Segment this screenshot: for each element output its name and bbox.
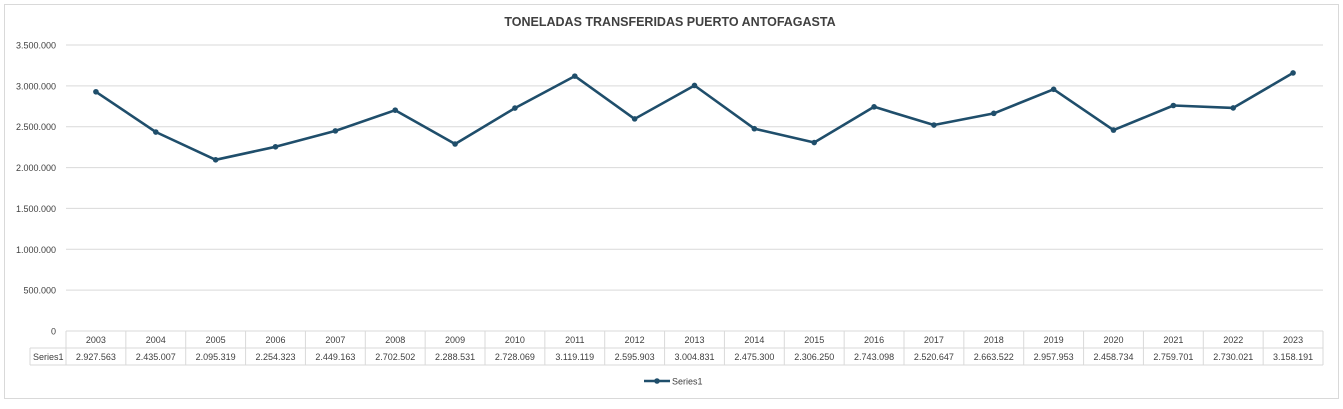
data-point — [512, 105, 518, 111]
data-point — [1110, 127, 1117, 133]
data-point — [93, 88, 99, 95]
table-value-cell: 2.957.953 — [1034, 352, 1074, 362]
table-value-cell: 2.730.021 — [1213, 352, 1253, 362]
data-point — [990, 110, 997, 117]
table-value-cell: 2.595.903 — [615, 352, 655, 362]
table-value-cell: 2.663.522 — [974, 352, 1014, 362]
x-tick-label: 2021 — [1163, 335, 1183, 345]
y-tick-label: 2.000.000 — [16, 163, 56, 173]
y-tick-label: 3.500.000 — [16, 41, 56, 51]
legend-marker — [654, 378, 660, 384]
x-tick-label: 2023 — [1283, 335, 1303, 345]
x-tick-label: 2004 — [146, 335, 166, 345]
data-point — [691, 82, 698, 89]
x-tick-label: 2016 — [864, 335, 884, 345]
data-point — [811, 139, 818, 146]
table-value-cell: 3.119.119 — [555, 352, 594, 362]
data-point — [1290, 70, 1296, 76]
data-point — [152, 129, 159, 135]
data-point — [571, 73, 578, 79]
data-point — [212, 156, 219, 163]
x-tick-label: 2022 — [1223, 335, 1243, 345]
series-line-layer — [93, 70, 1296, 163]
data-table: 2003 2004 2005 2006 2007 2008 2009 2010 2011 2012… — [29, 330, 1324, 366]
x-tick-label: 2015 — [804, 335, 824, 345]
data-point — [392, 107, 399, 113]
data-point — [272, 143, 279, 150]
x-tick-label: 2006 — [265, 335, 285, 345]
x-tick-label: 2007 — [325, 335, 345, 345]
data-point — [931, 122, 937, 128]
chart-border — [4, 4, 1339, 399]
table-value-cell: 2.435.007 — [136, 352, 176, 362]
data-point — [1170, 102, 1177, 109]
x-tick-label: 2008 — [385, 335, 405, 345]
x-tick-label: 2005 — [206, 335, 226, 345]
legend: Series1 — [644, 377, 703, 387]
x-tick-label: 2018 — [984, 335, 1004, 345]
data-point — [871, 104, 877, 110]
table-value-cell: 2.475.300 — [734, 352, 774, 362]
y-tick-label: 3.000.000 — [16, 81, 56, 91]
x-tick-label: 2019 — [1044, 335, 1064, 345]
x-tick-label: 2017 — [924, 335, 944, 345]
y-tick-label: 500.000 — [23, 286, 56, 296]
table-series-name: Series1 — [33, 352, 64, 362]
table-value-cell: 2.458.734 — [1093, 352, 1133, 362]
data-point — [452, 141, 458, 147]
legend-label: Series1 — [672, 377, 703, 387]
x-tick-label: 2011 — [565, 335, 584, 345]
data-point — [1050, 86, 1057, 93]
y-tick-label: 2.500.000 — [16, 122, 56, 132]
table-value-cell: 2.759.701 — [1153, 352, 1193, 362]
table-value-cell: 2.288.531 — [435, 352, 475, 362]
table-value-cell: 2.449.163 — [315, 352, 355, 362]
x-tick-label: 2012 — [625, 335, 645, 345]
x-tick-label: 2020 — [1103, 335, 1123, 345]
x-tick-label: 2014 — [744, 335, 764, 345]
y-tick-label: 0 — [51, 327, 56, 337]
data-point — [332, 128, 339, 134]
y-tick-label: 1.500.000 — [16, 204, 56, 214]
data-point — [631, 116, 638, 122]
data-point — [751, 125, 758, 132]
table-value-cell: 2.743.098 — [854, 352, 894, 362]
data-point — [1230, 105, 1237, 111]
table-value-cell: 2.095.319 — [196, 352, 236, 362]
table-value-cell: 3.158.191 — [1273, 352, 1313, 362]
chart-title: TONELADAS TRANSFERIDAS PUERTO ANTOFAGAST… — [504, 15, 835, 29]
table-value-cell: 2.927.563 — [76, 352, 116, 362]
table-value-cell: 2.728.069 — [495, 352, 535, 362]
table-value-cell: 2.306.250 — [794, 352, 834, 362]
table-value-cell: 2.702.502 — [375, 352, 415, 362]
x-tick-label: 2003 — [86, 335, 106, 345]
x-tick-label: 2010 — [505, 335, 525, 345]
table-value-cell: 2.520.647 — [914, 352, 954, 362]
table-value-cell: 2.254.323 — [255, 352, 295, 362]
table-value-cell: 3.004.831 — [674, 352, 714, 362]
x-tick-label: 2009 — [445, 335, 465, 345]
y-tick-label: 1.000.000 — [16, 245, 56, 255]
y-axis: 0 500.000 1.000.000 1.500.000 2.000.000 2.500… — [16, 41, 56, 337]
x-tick-label: 2013 — [684, 335, 704, 345]
